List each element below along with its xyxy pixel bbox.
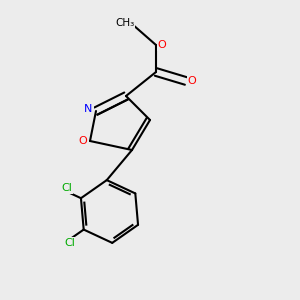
Text: O: O <box>188 76 196 86</box>
Text: Cl: Cl <box>61 183 72 193</box>
Text: O: O <box>78 136 87 146</box>
Text: CH₃: CH₃ <box>115 17 134 28</box>
Text: O: O <box>158 40 166 50</box>
Text: N: N <box>84 104 93 115</box>
Text: Cl: Cl <box>65 238 76 248</box>
